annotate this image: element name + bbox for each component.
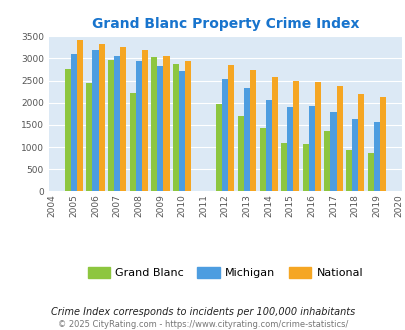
Bar (373, 122, 379, 191)
Bar (70, 54, 77, 191)
Bar (157, 66, 163, 191)
Bar (351, 119, 357, 191)
Bar (65, 69, 70, 191)
Bar (367, 153, 373, 191)
Bar (141, 50, 147, 191)
Bar (98, 44, 104, 191)
Bar (114, 56, 120, 191)
Bar (314, 82, 320, 191)
Bar (379, 97, 385, 191)
Legend: Grand Blanc, Michigan, National: Grand Blanc, Michigan, National (83, 262, 367, 282)
Bar (228, 65, 234, 191)
Text: © 2025 CityRating.com - https://www.cityrating.com/crime-statistics/: © 2025 CityRating.com - https://www.city… (58, 319, 347, 329)
Bar (265, 100, 271, 191)
Bar (216, 104, 222, 191)
Bar (271, 77, 277, 191)
Bar (259, 128, 265, 191)
Bar (345, 150, 351, 191)
Bar (336, 86, 342, 191)
Bar (151, 57, 157, 191)
Title: Grand Blanc Property Crime Index: Grand Blanc Property Crime Index (92, 17, 358, 31)
Bar (108, 60, 114, 191)
Bar (308, 106, 314, 191)
Bar (92, 50, 98, 191)
Bar (324, 131, 330, 191)
Bar (222, 79, 228, 191)
Bar (179, 71, 185, 191)
Bar (135, 61, 141, 191)
Bar (120, 48, 126, 191)
Bar (77, 40, 83, 191)
Bar (163, 56, 169, 191)
Bar (185, 61, 191, 191)
Bar (249, 70, 256, 191)
Bar (281, 143, 286, 191)
Bar (173, 64, 179, 191)
Bar (243, 88, 249, 191)
Text: Crime Index corresponds to incidents per 100,000 inhabitants: Crime Index corresponds to incidents per… (51, 307, 354, 317)
Bar (292, 81, 298, 191)
Bar (302, 144, 308, 191)
Bar (237, 116, 243, 191)
Bar (357, 94, 363, 191)
Bar (330, 112, 336, 191)
Bar (286, 107, 292, 191)
Bar (86, 83, 92, 191)
Bar (129, 93, 135, 191)
